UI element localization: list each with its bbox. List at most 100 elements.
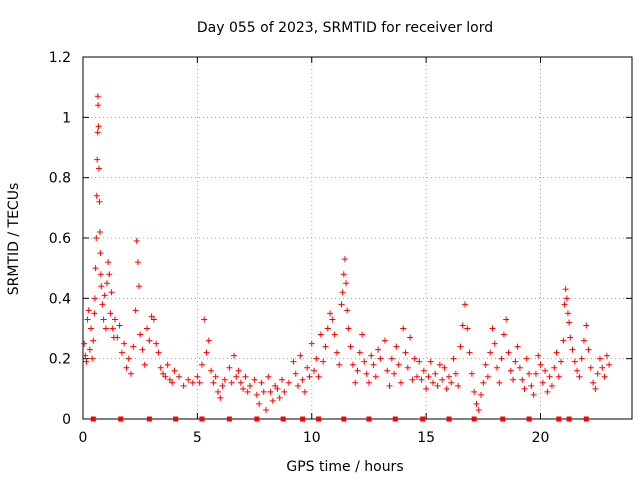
data-point [471,388,478,395]
data-point [104,280,111,287]
baseline-marker [392,416,398,422]
baseline-marker [341,416,347,422]
data-point [423,385,430,392]
data-point [561,301,568,308]
data-point [578,355,585,362]
data-point [571,358,578,365]
data-point [462,301,469,308]
data-point [260,388,267,395]
data-point [359,331,366,338]
data-point [377,355,384,362]
data-point [427,358,434,365]
data-point [226,364,233,371]
data-point [558,358,565,365]
data-point [295,382,302,389]
data-point [599,364,606,371]
data-point [341,256,348,263]
data-point [308,340,315,347]
y-tick-label: 0 [62,412,71,428]
data-point [416,358,423,365]
data-point [425,373,432,380]
baseline-marker [500,416,506,422]
data-point [562,286,569,293]
data-point [92,265,99,272]
data-point [585,346,592,353]
data-point [542,367,549,374]
data-point [363,370,370,377]
data-point [83,358,90,365]
data-point [251,376,258,383]
data-point [338,301,345,308]
data-point [606,361,613,368]
data-point [384,367,391,374]
data-point [89,355,96,362]
data-point [105,259,112,266]
data-point [503,316,510,323]
data-point [498,355,505,362]
baseline-marker [420,416,426,422]
data-point [448,379,455,386]
data-point [240,385,247,392]
data-point [336,361,343,368]
data-point [94,129,101,136]
data-point [361,358,368,365]
data-point [160,370,167,377]
data-point [274,385,281,392]
data-point [537,361,544,368]
data-point [496,379,503,386]
baseline-marker [254,416,260,422]
data-point [230,352,237,359]
baseline-marker [366,416,372,422]
data-point [446,373,452,380]
data-point [235,367,242,374]
baseline-marker [118,416,124,422]
data-point [397,379,404,386]
data-point [285,379,292,386]
data-point [388,355,395,362]
data-point [482,361,489,368]
y-tick-label: 0.8 [49,171,71,187]
data-point [311,367,318,374]
data-point [344,307,351,314]
data-point [324,325,331,332]
data-point [139,346,146,353]
data-point [141,361,148,368]
data-point [267,388,274,395]
data-point [169,379,176,386]
data-point [327,310,334,317]
data-point [420,367,427,374]
data-point [343,280,350,287]
data-point [386,382,393,389]
data-point [402,349,409,356]
data-point [91,295,98,302]
data-point [315,373,322,380]
x-tick-label: 0 [79,430,88,446]
data-point [514,343,521,350]
data-point [563,295,570,302]
data-point [82,352,89,359]
data-point [96,165,103,172]
data-point [134,259,141,266]
data-point [166,376,173,383]
baseline-marker [526,416,532,422]
data-point [395,361,402,368]
data-point [125,355,132,362]
data-point [210,379,217,386]
data-point [258,379,265,386]
data-point [99,301,106,308]
data-point [97,250,104,257]
data-point [313,355,320,362]
data-point [567,334,574,341]
data-point [136,283,143,290]
y-axis-label: SRMTID / TECUs [6,183,22,296]
data-point [86,346,93,353]
data-point [553,349,560,356]
data-point [381,337,388,344]
data-point [281,388,288,395]
baseline-marker [316,416,322,422]
y-tick-label: 1.2 [49,50,71,66]
data-point [407,334,414,341]
data-point [596,355,603,362]
data-point [594,370,601,377]
y-tick-label: 0.2 [49,352,71,368]
